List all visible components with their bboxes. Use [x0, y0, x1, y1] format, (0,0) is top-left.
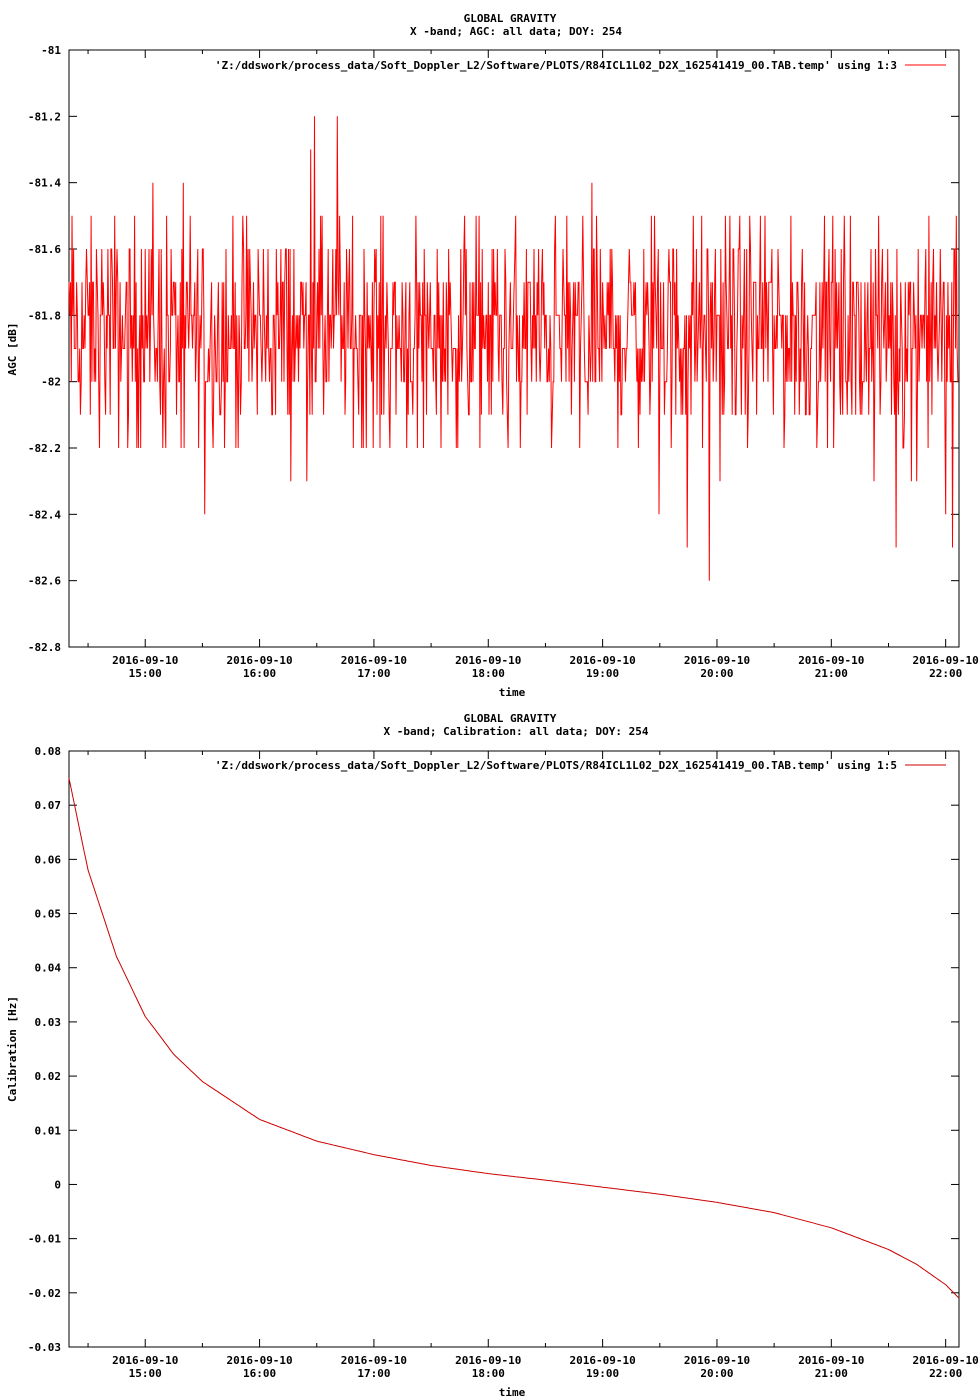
agc-x-tick-date: 2016-09-10 — [798, 654, 864, 667]
agc-x-tick-date: 2016-09-10 — [226, 654, 292, 667]
agc-y-tick-label: -82.4 — [28, 508, 61, 521]
agc-chart: GLOBAL GRAVITY X -band; AGC: all data; D… — [6, 12, 979, 699]
agc-plot-area — [68, 49, 960, 648]
calibration-y-tick-label: 0.08 — [35, 745, 62, 758]
calibration-y-tick-label: 0.02 — [35, 1070, 62, 1083]
agc-x-ticks: 2016-09-1015:002016-09-1016:002016-09-10… — [87, 50, 979, 680]
agc-x-tick-time: 16:00 — [243, 667, 276, 680]
agc-x-tick-time: 17:00 — [357, 667, 390, 680]
agc-x-tick-time: 19:00 — [586, 667, 619, 680]
calibration-x-tick-date: 2016-09-10 — [798, 1354, 864, 1367]
agc-y-tick-label: -82 — [41, 376, 61, 389]
agc-chart-title: GLOBAL GRAVITY — [464, 12, 557, 25]
calibration-x-axis-label: time — [499, 1386, 526, 1399]
calibration-chart-subtitle: X -band; Calibration: all data; DOY: 254 — [384, 725, 649, 738]
calibration-x-tick-date: 2016-09-10 — [913, 1354, 979, 1367]
calibration-y-ticks: 0.08 0.07 0.06 0.05 0.04 0.03 0.02 0.01 0 -0.01 -0… — [28, 745, 959, 1354]
agc-y-tick-label: -81.4 — [28, 177, 61, 190]
calibration-x-tick-date: 2016-09-10 — [112, 1354, 178, 1367]
calibration-x-tick-date: 2016-09-10 — [455, 1354, 521, 1367]
agc-x-tick-time: 22:00 — [929, 667, 962, 680]
calibration-plot-area — [68, 750, 960, 1348]
agc-y-tick-label: -82.2 — [28, 442, 61, 455]
agc-legend-label: 'Z:/ddswork/process_data/Soft_Doppler_L2… — [215, 59, 897, 72]
calibration-y-axis-label: Calibration [Hz] — [6, 996, 19, 1102]
agc-x-tick-date: 2016-09-10 — [341, 654, 407, 667]
calibration-y-tick-label: -0.02 — [28, 1287, 61, 1300]
calibration-y-tick-label: 0.07 — [35, 799, 62, 812]
calibration-y-tick-label: 0.05 — [35, 908, 62, 921]
calibration-x-tick-time: 17:00 — [357, 1367, 390, 1380]
calibration-y-tick-label: 0.04 — [35, 962, 62, 975]
agc-y-axis-label: AGC [dB] — [6, 323, 19, 376]
agc-x-tick-date: 2016-09-10 — [112, 654, 178, 667]
calibration-x-tick-time: 18:00 — [472, 1367, 505, 1380]
agc-y-tick-label: -82.6 — [28, 575, 61, 588]
agc-y-tick-label: -81 — [41, 44, 61, 57]
calibration-x-tick-time: 22:00 — [929, 1367, 962, 1380]
calibration-y-tick-label: 0.01 — [35, 1124, 62, 1137]
calibration-y-tick-label: 0.03 — [35, 1016, 62, 1029]
calibration-x-tick-date: 2016-09-10 — [684, 1354, 750, 1367]
agc-y-ticks: -81 -81.2 -81.4 -81.6 -81.8 -82 -82.2 -82.4 -82.… — [28, 44, 959, 654]
calibration-legend-label: 'Z:/ddswork/process_data/Soft_Doppler_L2… — [215, 759, 897, 772]
calibration-chart-title: GLOBAL GRAVITY — [464, 712, 557, 725]
calibration-x-tick-time: 15:00 — [129, 1367, 162, 1380]
calibration-y-tick-label: -0.01 — [28, 1233, 61, 1246]
agc-y-tick-label: -81.6 — [28, 243, 61, 256]
calibration-x-tick-date: 2016-09-10 — [341, 1354, 407, 1367]
calibration-x-tick-date: 2016-09-10 — [570, 1354, 636, 1367]
agc-x-axis-label: time — [499, 686, 526, 699]
agc-x-tick-time: 21:00 — [815, 667, 848, 680]
calibration-chart: GLOBAL GRAVITY X -band; Calibration: all… — [6, 712, 979, 1399]
agc-y-tick-label: -81.8 — [28, 309, 61, 322]
calibration-series-line — [68, 777, 960, 1299]
agc-y-tick-label: -82.8 — [28, 641, 61, 654]
calibration-x-tick-time: 19:00 — [586, 1367, 619, 1380]
agc-y-tick-label: -81.2 — [28, 110, 61, 123]
agc-x-tick-time: 15:00 — [129, 667, 162, 680]
agc-x-tick-date: 2016-09-10 — [570, 654, 636, 667]
calibration-x-tick-date: 2016-09-10 — [226, 1354, 292, 1367]
agc-x-tick-time: 20:00 — [700, 667, 733, 680]
calibration-x-ticks: 2016-09-1015:002016-09-1016:002016-09-10… — [87, 751, 979, 1380]
calibration-y-tick-label: 0.06 — [35, 853, 62, 866]
calibration-x-tick-time: 21:00 — [815, 1367, 848, 1380]
calibration-x-tick-time: 16:00 — [243, 1367, 276, 1380]
agc-x-tick-time: 18:00 — [472, 667, 505, 680]
agc-series-line — [68, 116, 959, 581]
agc-x-tick-date: 2016-09-10 — [684, 654, 750, 667]
calibration-y-tick-label: 0 — [54, 1178, 61, 1191]
agc-x-tick-date: 2016-09-10 — [913, 654, 979, 667]
calibration-x-tick-time: 20:00 — [700, 1367, 733, 1380]
calibration-y-tick-label: -0.03 — [28, 1341, 61, 1354]
agc-chart-subtitle: X -band; AGC: all data; DOY: 254 — [410, 25, 622, 38]
agc-x-tick-date: 2016-09-10 — [455, 654, 521, 667]
